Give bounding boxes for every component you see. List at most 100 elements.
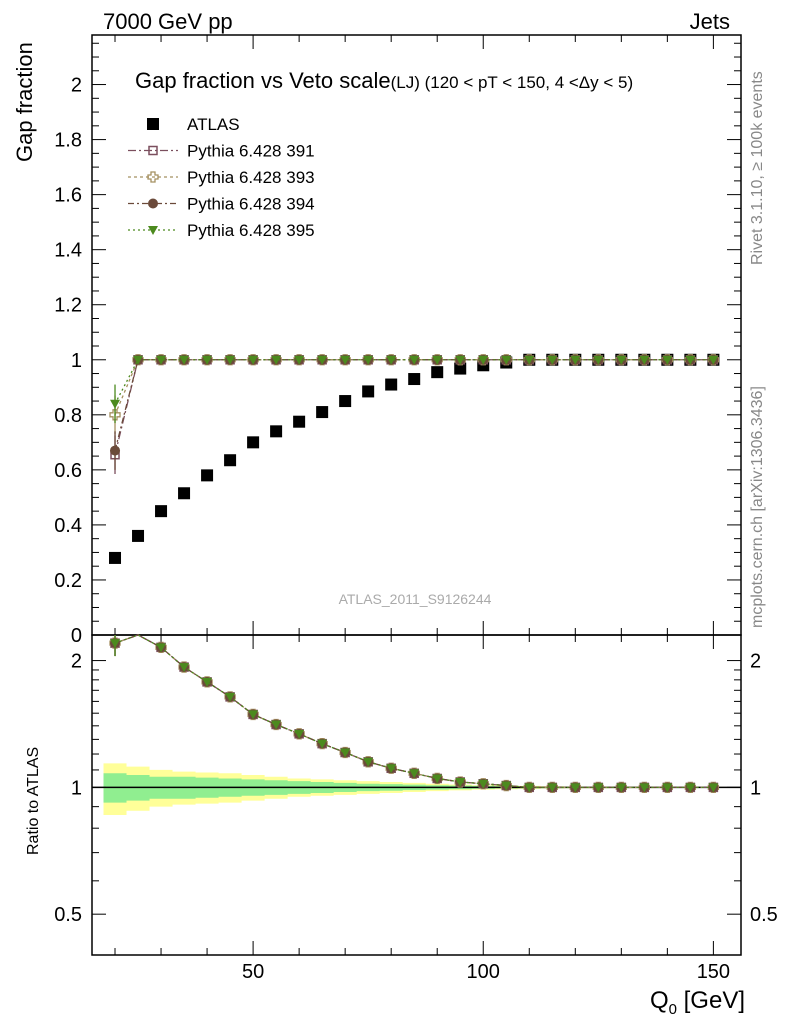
- y-tick-label-bottom-right: 2: [750, 651, 761, 673]
- data-point: [294, 355, 305, 365]
- data-point: [293, 415, 306, 428]
- y-tick-label-top: 1: [71, 350, 82, 372]
- y-tick-label-top: 1.8: [54, 130, 82, 152]
- ratio-data-point: [547, 783, 558, 793]
- data-point: [247, 436, 260, 449]
- data-point: [132, 529, 145, 542]
- legend-entry: Pythia 6.428 393: [128, 168, 315, 187]
- x-axis-title-sub: 0: [669, 1001, 677, 1018]
- ratio-series-line: [114, 634, 714, 789]
- data-point: [316, 406, 329, 419]
- y-tick-label-top: 0.2: [54, 570, 82, 592]
- data-point: [133, 355, 144, 365]
- x-axis-title: Q0 [GeV]: [650, 987, 745, 1018]
- data-point: [385, 378, 398, 391]
- data-point: [362, 385, 375, 398]
- legend-entry: ATLAS: [147, 115, 240, 134]
- ratio-series-3: [110, 634, 719, 793]
- data-point: [201, 469, 214, 482]
- data-point: [178, 487, 191, 500]
- data-point: [432, 355, 443, 365]
- y-tick-label-top: 0.8: [54, 405, 82, 427]
- data-point: [363, 355, 374, 365]
- legend-entry: Pythia 6.428 395: [128, 221, 315, 240]
- ratio-series-line: [114, 634, 714, 789]
- data-point: [524, 355, 535, 365]
- data-point: [339, 395, 352, 408]
- ratio-data-point: [501, 781, 512, 791]
- ratio-data-point: [455, 777, 466, 787]
- ratio-data-point: [593, 783, 604, 793]
- data-point: [547, 355, 558, 365]
- y-tick-label-bottom-right: 0.5: [750, 904, 778, 926]
- legend-marker: [148, 198, 158, 209]
- chart-title-suffix: (LJ) (120 < pT < 150, 4 <Δy < 5): [391, 73, 634, 92]
- legend-marker: [147, 118, 159, 130]
- series-3: [110, 354, 719, 470]
- data-point: [478, 355, 489, 365]
- ratio-data-point: [662, 783, 673, 793]
- legend: ATLAS Pythia 6.428 391 Pythia 6.428 393 Pyt…: [128, 115, 315, 240]
- ratio-data-point: [616, 783, 627, 793]
- ratio-panel: 50 100 150 0.5 0.5 1 1 2 2: [54, 634, 778, 983]
- legend-label: Pythia 6.428 391: [187, 142, 315, 161]
- series-4: [110, 355, 719, 424]
- data-point: [110, 399, 121, 409]
- y-tick-label-top-zero: 0: [71, 625, 82, 647]
- data-point: [593, 355, 604, 365]
- x-tick-label: 100: [467, 961, 500, 983]
- y-tick-label-top: 0.4: [54, 515, 82, 537]
- ratio-data-point: [156, 643, 167, 653]
- ratio-series-4: [110, 634, 719, 793]
- data-point: [109, 551, 122, 564]
- x-axis-title-q: Q: [650, 987, 669, 1014]
- mcplots-label: mcplots.cern.ch [arXiv:1306.3436]: [749, 386, 766, 628]
- chart-title-main: Gap fraction vs Veto scale: [135, 68, 391, 93]
- legend-label: Pythia 6.428 395: [187, 221, 315, 240]
- data-point: [224, 454, 237, 467]
- y-axis-title-top: Gap fraction: [12, 42, 37, 162]
- data-point: [639, 355, 650, 365]
- y-tick-label-bottom: 1: [71, 777, 82, 799]
- ratio-data-point: [478, 779, 489, 789]
- x-axis-title-unit: [GeV]: [677, 987, 745, 1014]
- data-point: [109, 409, 121, 421]
- chart-title: Gap fraction vs Veto scale(LJ) (120 < pT…: [135, 68, 633, 93]
- data-point: [202, 355, 213, 365]
- ratio-data-point: [363, 757, 374, 767]
- data-point: [248, 355, 259, 365]
- data-point: [386, 355, 397, 365]
- ratio-series-line: [114, 634, 714, 789]
- ratio-data-point: [386, 764, 397, 774]
- ratio-data-point: [317, 739, 328, 749]
- top-panel: 0.2 0.4 0.6 0.8 1 1.2 1.4 1.6 1.8 2 0: [54, 34, 742, 647]
- ratio-data-point: [570, 783, 581, 793]
- ratio-data-point: [294, 729, 305, 739]
- ratio-data-point: [225, 692, 236, 702]
- ratio-series-line: [114, 634, 714, 789]
- y-tick-label-top: 1.2: [54, 295, 82, 317]
- ratio-data-point: [432, 774, 443, 784]
- ratio-data-point: [639, 783, 650, 793]
- data-point: [455, 355, 466, 365]
- ratio-panel-frame: [91, 634, 742, 956]
- legend-marker: [147, 171, 159, 183]
- data-point: [408, 373, 421, 386]
- legend-marker: [148, 145, 158, 156]
- data-point: [317, 355, 328, 365]
- series-0: [109, 353, 720, 564]
- data-point: [110, 445, 121, 456]
- legend-label: Pythia 6.428 393: [187, 168, 315, 187]
- ratio-data-point: [202, 677, 213, 687]
- ratio-data-point: [708, 783, 719, 793]
- ratio-data-point: [524, 783, 535, 793]
- header-process-label: Jets: [690, 9, 730, 34]
- legend-entry: Pythia 6.428 394: [128, 195, 315, 214]
- data-point: [616, 355, 627, 365]
- y-tick-label-top: 2: [71, 75, 82, 97]
- y-tick-label-bottom: 0.5: [54, 904, 82, 926]
- data-point: [454, 362, 467, 375]
- data-point: [225, 355, 236, 365]
- legend-entry: Pythia 6.428 391: [128, 142, 315, 161]
